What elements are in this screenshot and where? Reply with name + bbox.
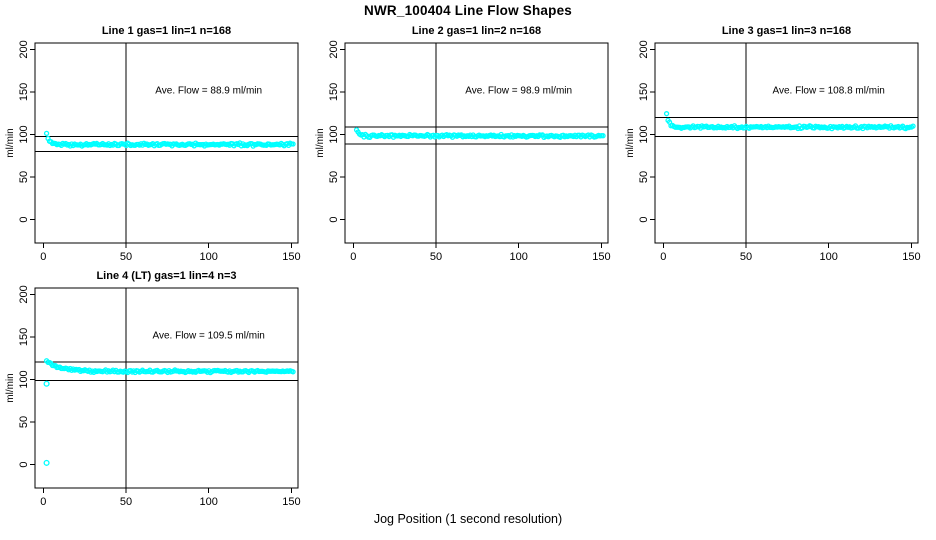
data-points xyxy=(43,130,296,149)
y-tick-label: 0 xyxy=(18,217,30,223)
x-tick-label: 0 xyxy=(350,251,356,263)
y-axis-title: ml/min xyxy=(5,373,16,402)
y-tick-label: 100 xyxy=(328,125,340,143)
data-point xyxy=(663,111,670,117)
annotation-ave-flow: Ave. Flow = 88.9 ml/min xyxy=(155,86,262,97)
y-tick-label: 200 xyxy=(638,40,650,58)
x-tick-label: 50 xyxy=(430,251,442,263)
y-tick-label: 50 xyxy=(638,171,650,183)
y-tick-label: 150 xyxy=(18,328,30,346)
data-point xyxy=(600,133,606,139)
y-axis-title: ml/min xyxy=(625,128,636,157)
y-tick-label: 0 xyxy=(328,217,340,223)
subplot-title: Line 1 gas=1 lin=1 n=168 xyxy=(102,25,231,37)
subplot-4: Line 4 (LT) gas=1 lin=4 n=3 0 50 100 150 200 m… xyxy=(5,270,301,508)
outlier-point xyxy=(43,380,50,387)
data-point xyxy=(910,123,916,129)
x-tick-label: 0 xyxy=(40,251,46,263)
x-tick-label: 100 xyxy=(199,496,217,508)
data-point xyxy=(290,141,296,147)
subplot-title: Line 4 (LT) gas=1 lin=4 n=3 xyxy=(96,270,236,282)
x-tick-label: 150 xyxy=(282,251,300,263)
x-tick-label: 50 xyxy=(120,251,132,263)
subplot-1: Line 1 gas=1 lin=1 n=168 0 50 100 150 200 ml/m… xyxy=(5,25,301,263)
x-tick-label: 0 xyxy=(40,496,46,508)
data-points xyxy=(353,127,606,141)
x-tick-label: 50 xyxy=(120,496,132,508)
annotation-ave-flow: Ave. Flow = 98.9 ml/min xyxy=(465,86,572,97)
y-axis-title: ml/min xyxy=(315,128,326,157)
subplot-title: Line 2 gas=1 lin=2 n=168 xyxy=(412,25,541,37)
y-tick-label: 50 xyxy=(328,171,340,183)
y-tick-label: 150 xyxy=(18,83,30,101)
plot-box xyxy=(34,42,299,244)
y-tick-label: 50 xyxy=(18,171,30,183)
data-points xyxy=(43,358,296,466)
x-axis-label: Jog Position (1 second resolution) xyxy=(373,512,563,526)
y-tick-label: 0 xyxy=(638,217,650,223)
y-tick-label: 0 xyxy=(18,462,30,468)
y-tick-label: 200 xyxy=(18,285,30,303)
subplot-title: Line 3 gas=1 lin=3 n=168 xyxy=(722,25,851,37)
x-tick-label: 100 xyxy=(199,251,217,263)
outlier-point xyxy=(43,459,50,466)
plot-box xyxy=(344,42,609,244)
data-point xyxy=(290,369,296,375)
y-tick-label: 150 xyxy=(638,83,650,101)
subplot-3: Line 3 gas=1 lin=3 n=168 0 50 100 150 200 ml/m… xyxy=(625,25,921,263)
x-tick-label: 0 xyxy=(660,251,666,263)
y-tick-label: 150 xyxy=(328,83,340,101)
y-tick-label: 100 xyxy=(18,125,30,143)
plot-box xyxy=(34,287,299,489)
y-tick-label: 200 xyxy=(328,40,340,58)
y-tick-label: 50 xyxy=(18,416,30,428)
annotation-ave-flow: Ave. Flow = 109.5 ml/min xyxy=(152,331,264,342)
y-tick-label: 100 xyxy=(638,125,650,143)
y-tick-label: 200 xyxy=(18,40,30,58)
y-tick-label: 100 xyxy=(18,370,30,388)
subplot-2: Line 2 gas=1 lin=2 n=168 0 50 100 150 200 ml/m… xyxy=(315,25,611,263)
x-tick-label: 150 xyxy=(592,251,610,263)
x-tick-label: 100 xyxy=(509,251,527,263)
plot-box xyxy=(654,42,919,244)
data-point xyxy=(43,130,50,137)
data-points xyxy=(663,111,916,132)
y-axis-title: ml/min xyxy=(5,128,16,157)
figure-title: NWR_100404 Line Flow Shapes xyxy=(364,3,572,18)
annotation-ave-flow: Ave. Flow = 108.8 ml/min xyxy=(772,86,884,97)
x-tick-label: 100 xyxy=(819,251,837,263)
x-tick-label: 50 xyxy=(740,251,752,263)
x-tick-label: 150 xyxy=(902,251,920,263)
x-tick-label: 150 xyxy=(282,496,300,508)
